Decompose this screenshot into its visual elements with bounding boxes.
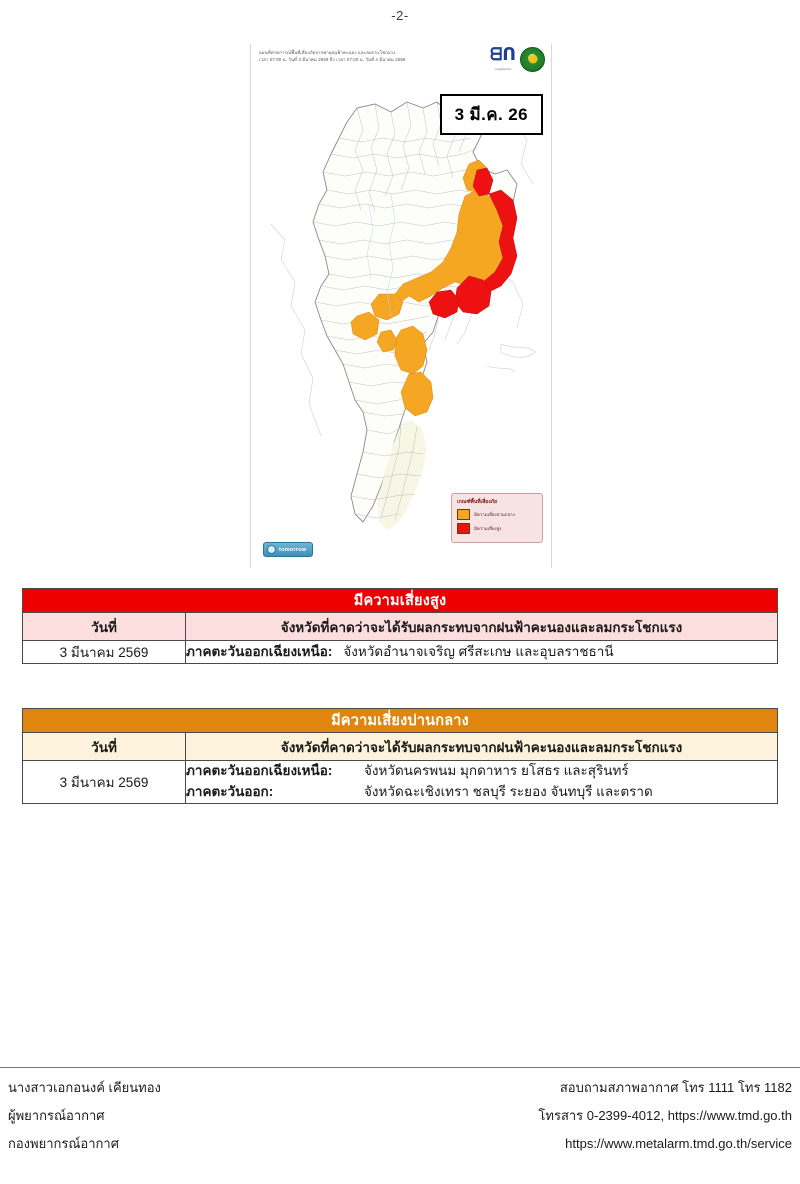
table-row: 3 มีนาคม 2569 ภาคตะวันออกเฉียงเหนือ: จัง… <box>22 760 778 804</box>
footer-left-block: นางสาวเอกอนงค์ เคียนทอง ผู้พยากรณ์อากาศ … <box>8 1074 161 1158</box>
medium-risk-row-date: 3 มีนาคม 2569 <box>22 760 186 804</box>
legend-swatch-medium-icon <box>457 509 470 520</box>
region-label: ภาคตะวันออกเฉียงเหนือ: <box>186 763 333 778</box>
high-risk-title: มีความเสี่ยงสูง <box>22 588 778 613</box>
tmd-logo-glyph: ᗺᑎ <box>490 45 517 65</box>
table-row: 3 มีนาคม 2569 ภาคตะวันออกเฉียงเหนือ: จัง… <box>22 640 778 664</box>
thailand-landmass <box>312 101 518 530</box>
footer-divider <box>0 1067 800 1068</box>
high-risk-row-date: 3 มีนาคม 2569 <box>22 640 186 664</box>
forecaster-title: ผู้พยากรณ์อากาศ <box>8 1107 105 1123</box>
thailand-risk-map <box>270 101 536 530</box>
forecaster-name: นางสาวเอกอนงค์ เคียนทอง <box>8 1080 161 1095</box>
medium-risk-title: มีความเสี่ยงปานกลาง <box>22 708 778 733</box>
rivers <box>366 193 396 317</box>
region-provinces: จังหวัดอำนาจเจริญ ศรีสะเกษ และอุบลราชธาน… <box>343 643 614 659</box>
tmd-logo-subtext: กรมอุตุนิยมวิทยา <box>494 68 512 71</box>
high-risk-header-date: วันที่ <box>22 612 186 641</box>
high-risk-row-provinces: ภาคตะวันออกเฉียงเหนือ: จังหวัดอำนาจเจริญ… <box>185 640 778 664</box>
legend-label-medium: มีความเสี่ยงปานกลาง <box>474 512 515 517</box>
region-line: ภาคตะวันออก: จังหวัดฉะเชิงเทรา ชลบุรี ระ… <box>186 782 777 803</box>
tmd-logo-icon: ᗺᑎ กรมอุตุนิยมวิทยา <box>490 46 516 72</box>
legend-item-medium: มีความเสี่ยงปานกลาง <box>457 509 537 520</box>
map-logos: ᗺᑎ กรมอุตุนิยมวิทยา <box>490 46 545 72</box>
medium-risk-areas <box>350 159 504 417</box>
medium-risk-header-provinces: จังหวัดที่คาดว่าจะได้รับผลกระทบจากฝนฟ้าค… <box>185 732 778 761</box>
high-risk-header-row: วันที่ จังหวัดที่คาดว่าจะได้รับผลกระทบจา… <box>22 612 778 641</box>
legend-swatch-high-icon <box>457 523 470 534</box>
region-label: ภาคตะวันออก: <box>186 783 274 799</box>
map-caption-line-1: แผนที่คาดการณ์พื้นที่เสี่ยงภัยจากพายุฝนฟ… <box>259 50 396 55</box>
footer-right-block: สอบถามสภาพอากาศ โทร 1111 โทร 1182 โทรสาร… <box>538 1074 792 1158</box>
region-line: ภาคตะวันออกเฉียงเหนือ: จังหวัดอำนาจเจริญ… <box>186 642 777 663</box>
tomorrow-watermark: tomorrow <box>263 542 314 557</box>
legend-title: เกณฑ์พื้นที่เสี่ยงภัย <box>457 499 497 505</box>
page-footer: นางสาวเอกอนงค์ เคียนทอง ผู้พยากรณ์อากาศ … <box>0 1074 800 1174</box>
forecast-map-panel: แผนที่คาดการณ์พื้นที่เสี่ยงภัยจากพายุฝนฟ… <box>250 44 552 568</box>
contact-service-url: https://www.metalarm.tmd.go.th/service <box>565 1135 792 1151</box>
map-legend: เกณฑ์พื้นที่เสี่ยงภัย มีความเสี่ยงปานกลา… <box>451 493 543 543</box>
tomorrow-watermark-label: tomorrow <box>279 546 307 553</box>
high-risk-header-provinces: จังหวัดที่คาดว่าจะได้รับผลกระทบจากฝนฟ้าค… <box>185 612 778 641</box>
tomorrow-dot-icon <box>267 545 276 554</box>
high-risk-table: มีความเสี่ยงสูง วันที่ จังหวัดที่คาดว่าจ… <box>22 588 778 664</box>
region-label: ภาคตะวันออกเฉียงเหนือ: <box>186 643 333 659</box>
medium-risk-header-row: วันที่ จังหวัดที่คาดว่าจะได้รับผลกระทบจา… <box>22 732 778 761</box>
region-line: ภาคตะวันออกเฉียงเหนือ: จังหวัดนครพนม มุก… <box>186 761 777 782</box>
medium-risk-row-provinces: ภาคตะวันออกเฉียงเหนือ: จังหวัดนครพนม มุก… <box>185 760 778 804</box>
ministry-emblem-icon <box>520 46 545 72</box>
legend-label-high: มีความเสี่ยงสูง <box>474 526 502 531</box>
medium-risk-title-row: มีความเสี่ยงปานกลาง <box>22 708 778 733</box>
high-risk-areas <box>428 167 518 319</box>
forecaster-division: กองพยากรณ์อากาศ <box>8 1135 119 1151</box>
contact-phone: สอบถามสภาพอากาศ โทร 1111 โทร 1182 <box>559 1080 792 1095</box>
legend-item-high: มีความเสี่ยงสูง <box>457 523 537 534</box>
region-provinces: จังหวัดฉะเชิงเทรา ชลบุรี ระยอง จันทบุรี … <box>364 783 653 799</box>
high-risk-title-row: มีความเสี่ยงสูง <box>22 588 778 613</box>
map-caption: แผนที่คาดการณ์พื้นที่เสี่ยงภัยจากพายุฝนฟ… <box>259 50 489 64</box>
region-provinces: จังหวัดนครพนม มุกดาหาร ยโสธร และสุรินทร์ <box>364 763 629 778</box>
map-caption-line-2: เวลา 07:00 น. วันที่ 3 มีนาคม 2569 ถึง เ… <box>259 56 406 62</box>
medium-risk-header-date: วันที่ <box>22 732 186 761</box>
medium-risk-table: มีความเสี่ยงปานกลาง วันที่ จังหวัดที่คาด… <box>22 708 778 804</box>
contact-fax-website: โทรสาร 0-2399-4012, https://www.tmd.go.t… <box>538 1107 792 1123</box>
page-number: -2- <box>391 8 409 23</box>
map-date-badge: 3 มี.ค. 26 <box>439 94 543 135</box>
